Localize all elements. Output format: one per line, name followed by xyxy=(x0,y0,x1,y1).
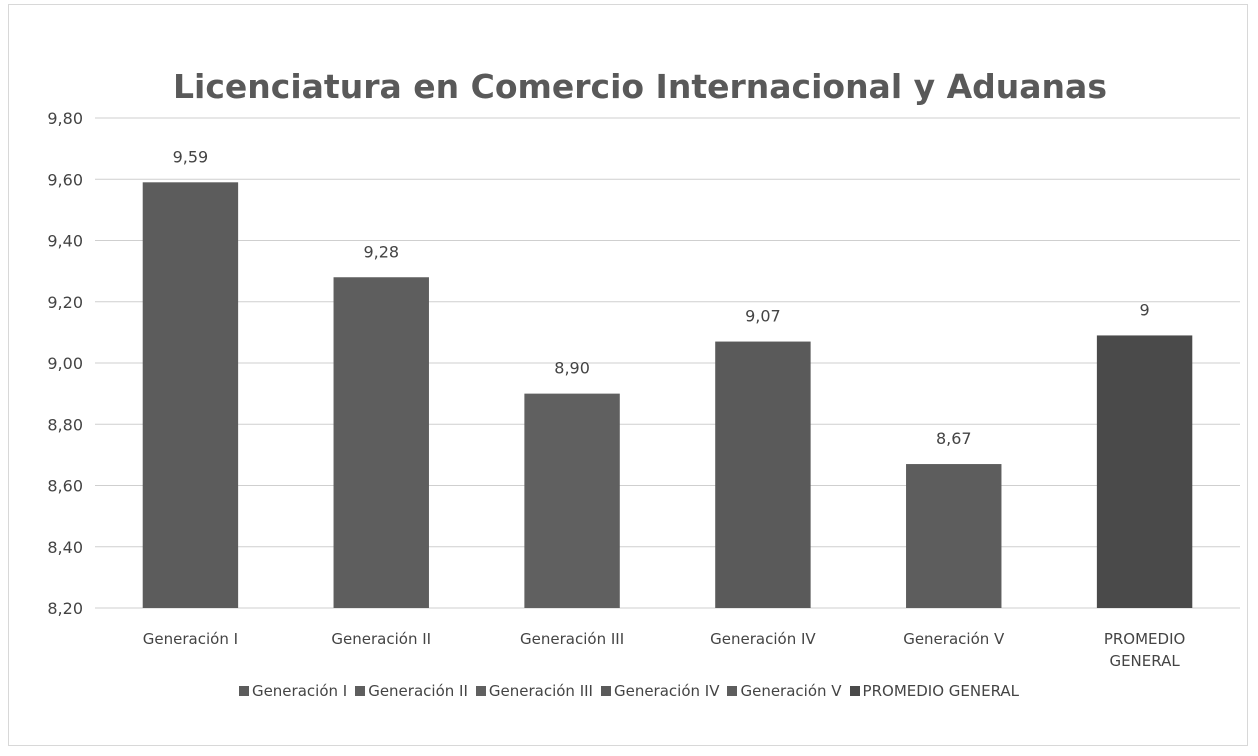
chart-frame xyxy=(8,4,1248,746)
x-tick-label: Generación I xyxy=(142,630,239,648)
x-tick-label: Generación IV xyxy=(710,630,816,648)
y-tick-label: 8,60 xyxy=(47,477,83,496)
chart-title: Licenciatura en Comercio Internacional y… xyxy=(173,67,1107,106)
legend-item: Generación III xyxy=(475,682,593,700)
legend: Generación I Generación II Generación III G… xyxy=(0,682,1258,700)
y-tick-label: 9,00 xyxy=(47,354,83,373)
x-tick-label: PROMEDIO GENERAL xyxy=(1103,630,1186,670)
legend-label: PROMEDIO GENERAL xyxy=(862,682,1020,700)
legend-item: Generación II xyxy=(355,682,468,700)
legend-label: Generación III xyxy=(488,682,593,700)
legend-item: PROMEDIO GENERAL xyxy=(849,682,1020,700)
legend-swatch xyxy=(849,686,860,696)
y-tick-label: 9,20 xyxy=(47,293,83,312)
legend-swatch xyxy=(355,686,366,696)
y-tick-label: 8,20 xyxy=(47,599,83,618)
x-tick-label: Generación V xyxy=(903,630,1005,648)
bar xyxy=(715,341,811,608)
x-tick-label: Generación III xyxy=(520,630,625,648)
legend-label: Generación V xyxy=(740,682,842,700)
data-label: 9,28 xyxy=(363,242,399,261)
y-tick-label: 8,40 xyxy=(47,538,83,557)
legend-item: Generación V xyxy=(727,682,842,700)
legend-label: Generación I xyxy=(251,682,348,700)
data-label: 9,07 xyxy=(745,307,781,326)
bar xyxy=(142,182,239,608)
legend-item: Generación I xyxy=(238,682,348,700)
y-tick-label: 9,80 xyxy=(47,109,83,128)
legend-swatch xyxy=(727,686,738,696)
data-label: 8,90 xyxy=(554,359,590,378)
legend-label: Generación IV xyxy=(613,682,720,700)
legend-item: Generación IV xyxy=(600,682,720,700)
data-label: 8,67 xyxy=(936,429,972,448)
bar xyxy=(333,277,429,608)
data-label: 9,59 xyxy=(173,147,209,166)
data-label: 9 xyxy=(1139,300,1149,319)
legend-label: Generación II xyxy=(368,682,468,700)
legend-swatch xyxy=(600,686,611,696)
legend-swatch xyxy=(475,686,486,696)
bar xyxy=(524,393,620,608)
y-tick-label: 8,80 xyxy=(47,415,83,434)
y-tick-label: 9,40 xyxy=(47,232,83,251)
bar xyxy=(906,464,1002,608)
legend-swatch xyxy=(238,686,249,696)
y-tick-label: 9,60 xyxy=(47,170,83,189)
x-tick-label: Generación II xyxy=(331,630,432,648)
bar xyxy=(1096,335,1193,608)
